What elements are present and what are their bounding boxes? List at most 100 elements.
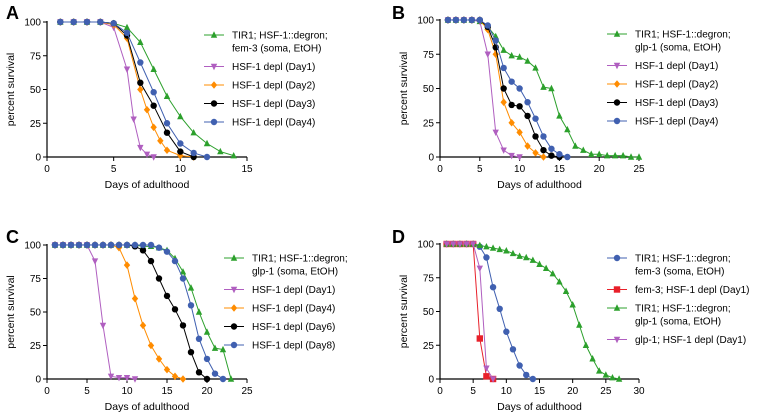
series-line: [447, 19, 520, 158]
data-point: [615, 375, 623, 382]
legend-label: HSF-1 depl (Day1): [232, 62, 315, 73]
x-axis-title: Days of adulthood: [497, 401, 582, 413]
data-point: [476, 241, 483, 249]
legend-marker: [230, 286, 238, 294]
data-point: [123, 241, 131, 249]
legend-label: glp-1; HSF-1 depl (Day1): [635, 335, 746, 346]
legend-marker: [613, 286, 621, 293]
panel-letter: A: [6, 3, 19, 23]
data-point: [588, 150, 595, 157]
series: [443, 240, 623, 382]
data-point: [450, 241, 457, 248]
data-point: [492, 129, 499, 137]
data-point: [524, 142, 531, 150]
data-point: [137, 79, 144, 86]
data-point: [619, 151, 627, 159]
x-tick-label: 15: [241, 164, 253, 175]
legend-entry: TIR1; HSF-1::degron;glp-1 (soma, EtOH): [607, 304, 731, 328]
data-point: [91, 241, 99, 249]
data-point: [107, 241, 115, 249]
legend-label: glp-1 (soma, EtOH): [252, 267, 338, 278]
data-point: [468, 16, 476, 24]
data-point: [508, 78, 515, 85]
data-point: [562, 287, 570, 294]
data-point: [137, 38, 144, 45]
x-tick-label: 15: [534, 386, 546, 397]
panel-letter: B: [392, 3, 405, 23]
x-tick-label: 0: [44, 164, 50, 175]
x-tick-label: 10: [514, 164, 526, 175]
data-point: [516, 53, 523, 60]
data-point: [609, 373, 616, 381]
legend-entry: HSF-1 depl (Day1): [224, 285, 335, 296]
data-point: [137, 85, 144, 94]
y-tick-label: 25: [423, 118, 435, 129]
y-tick-label: 25: [423, 341, 435, 352]
data-point: [203, 375, 211, 383]
legend-marker: [230, 341, 238, 349]
legend-label: TIR1; HSF-1::degron;: [232, 31, 328, 42]
data-point: [217, 147, 224, 155]
data-point: [123, 29, 131, 36]
panel-c: C 0 5 10 15 20 25 0 25 50 75 100 Days of adulthood pe…: [5, 227, 348, 413]
data-point: [463, 241, 470, 248]
legend-entry: TIR1; HSF-1::degron;fem-3 (soma, EtOH): [204, 31, 328, 55]
data-point: [163, 292, 171, 300]
data-point: [211, 344, 219, 351]
y-tick-label: 75: [423, 50, 435, 61]
legend-marker: [613, 254, 621, 262]
legend-entry: TIR1; HSF-1::degron;glp-1 (soma, EtOH): [607, 30, 731, 54]
y-axis-title: percent survival: [398, 52, 410, 126]
data-point: [107, 373, 115, 381]
data-point: [523, 253, 530, 261]
data-point: [139, 247, 147, 254]
series-line: [446, 243, 494, 380]
data-point: [75, 241, 83, 249]
data-point: [177, 140, 184, 147]
data-point: [476, 16, 483, 24]
data-point: [131, 294, 139, 303]
data-point: [532, 149, 539, 157]
series: [57, 18, 197, 161]
data-point: [548, 84, 555, 92]
data-point: [516, 128, 523, 137]
x-axis-title: Days of adulthood: [497, 179, 582, 191]
series-line: [446, 243, 534, 380]
data-point: [137, 59, 144, 66]
legend-entry: HSF-1 depl (Day4): [204, 118, 315, 129]
legend-label: TIR1; HSF-1::degron;: [635, 304, 731, 315]
data-point: [203, 328, 211, 335]
data-point: [171, 306, 179, 313]
data-point: [496, 305, 503, 312]
legend-entry: HSF-1 depl (Day1): [607, 61, 718, 72]
data-point: [163, 248, 171, 255]
data-point: [150, 123, 157, 132]
data-point: [476, 265, 483, 272]
data-point: [484, 51, 491, 58]
legend-marker: [230, 304, 238, 312]
data-point: [131, 241, 139, 249]
x-tick-label: 0: [437, 386, 443, 397]
data-point: [179, 268, 187, 275]
x-tick-label: 25: [633, 164, 645, 175]
legend-marker: [210, 63, 218, 71]
data-point: [155, 275, 163, 282]
x-tick-label: 10: [175, 164, 187, 175]
data-point: [542, 264, 550, 271]
data-point: [150, 154, 157, 161]
legend-label: HSF-1 depl (Day4): [252, 304, 335, 315]
legend-entry: HSF-1 depl (Day3): [607, 98, 718, 109]
data-point: [564, 125, 571, 133]
legend-label: TIR1; HSF-1::degron;: [635, 30, 731, 41]
legend-label: HSF-1 depl (Day1): [635, 61, 718, 72]
y-tick-label: 0: [428, 153, 434, 164]
data-point: [489, 376, 497, 383]
data-point: [99, 322, 107, 330]
legend-marker: [210, 81, 218, 89]
data-point: [509, 249, 517, 257]
legend-label: HSF-1 depl (Day2): [232, 81, 315, 92]
data-point: [529, 256, 537, 263]
data-point: [509, 346, 517, 353]
y-tick-label: 0: [428, 375, 434, 386]
